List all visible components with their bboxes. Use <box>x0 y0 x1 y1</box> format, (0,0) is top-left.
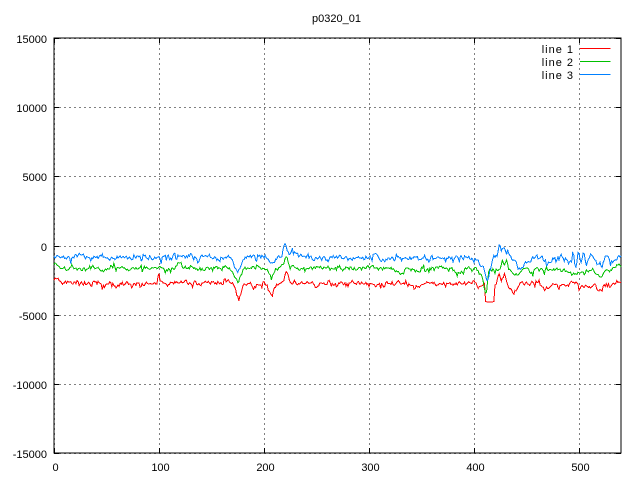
svg-text:500: 500 <box>571 462 589 474</box>
svg-text:400: 400 <box>466 462 484 474</box>
svg-text:-15000: -15000 <box>13 449 47 461</box>
svg-text:0: 0 <box>41 242 47 254</box>
svg-text:line 1: line 1 <box>542 44 574 56</box>
svg-text:200: 200 <box>256 462 274 474</box>
svg-text:15000: 15000 <box>16 34 47 46</box>
svg-text:-10000: -10000 <box>13 380 47 392</box>
svg-text:300: 300 <box>361 462 379 474</box>
svg-text:5000: 5000 <box>23 172 47 184</box>
svg-text:line 3: line 3 <box>542 70 574 82</box>
svg-text:10000: 10000 <box>16 103 47 115</box>
svg-text:-5000: -5000 <box>19 311 47 323</box>
svg-text:100: 100 <box>151 462 169 474</box>
svg-text:p0320_01: p0320_01 <box>312 13 361 25</box>
svg-text:0: 0 <box>52 462 58 474</box>
svg-text:line 2: line 2 <box>542 57 574 69</box>
